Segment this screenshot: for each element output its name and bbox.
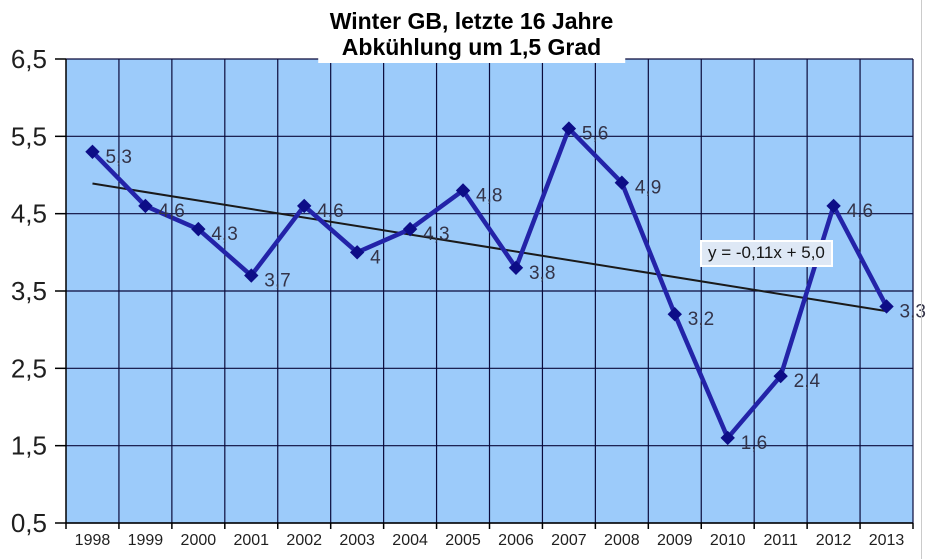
x-axis-label: 2006 [498, 532, 534, 549]
data-point-label: 4,9 [635, 178, 661, 199]
x-axis-label: 2008 [604, 532, 640, 549]
y-axis-label: 5,5 [11, 121, 47, 151]
x-axis-label: 2002 [286, 532, 322, 549]
data-point-label: 2,4 [794, 371, 821, 392]
x-axis-label: 2011 [763, 532, 798, 549]
data-point-label: 4,6 [158, 201, 184, 222]
x-axis-label: 1999 [128, 532, 164, 549]
data-point-label: 3,7 [264, 271, 290, 292]
y-axis-label: 2,5 [11, 353, 47, 383]
data-point-label: 3,3 [900, 301, 926, 322]
data-point-label: 3,2 [688, 309, 714, 330]
data-point-label: 4,3 [211, 224, 237, 245]
trend-line [92, 182, 887, 313]
x-axis-label: 2000 [181, 532, 217, 549]
chart-title-line1: Winter GB, letzte 16 Jahre [329, 8, 614, 34]
x-axis-label: 2001 [233, 532, 269, 549]
chart-title-line2: Abkühlung um 1,5 Grad [341, 34, 602, 60]
y-axis-label: 1,5 [11, 431, 47, 461]
data-point-label: 1,6 [741, 433, 767, 454]
x-axis-label: 2012 [816, 532, 852, 549]
data-point-marker [773, 368, 788, 384]
data-point-marker [508, 260, 524, 275]
data-point-marker [349, 245, 365, 260]
x-axis-label: 2010 [710, 532, 746, 549]
x-axis-label: 2005 [445, 532, 481, 549]
data-point-marker [826, 198, 841, 214]
data-point-label: 3,8 [529, 263, 555, 284]
data-point-marker [297, 198, 312, 214]
data-point-label: 4,6 [317, 201, 343, 222]
data-point-marker [720, 430, 735, 446]
x-axis-label: 2004 [392, 532, 428, 549]
data-point-marker [561, 121, 577, 136]
chart-frame-edge [921, 0, 922, 559]
x-axis-label: 2013 [869, 532, 905, 549]
data-point-marker [402, 221, 418, 237]
x-axis-label: 2003 [339, 532, 375, 549]
y-axis-label: 4,5 [11, 199, 47, 229]
data-point-marker [85, 144, 100, 159]
data-point-label: 4,8 [476, 185, 502, 206]
series-line [90, 124, 889, 443]
data-point-marker [191, 221, 206, 237]
y-axis-label: 3,5 [11, 276, 47, 306]
y-axis-label: 0,5 [11, 508, 47, 538]
data-point-marker [455, 183, 471, 198]
data-point-label: 5,3 [105, 147, 131, 168]
x-axis-label: 2009 [657, 532, 693, 549]
data-point-marker [614, 175, 630, 190]
chart-title: Winter GB, letzte 16 Jahre Abkühlung um … [317, 6, 626, 63]
data-point-marker [667, 307, 682, 322]
data-point-marker [879, 299, 894, 314]
data-point-label: 5,6 [582, 124, 608, 145]
data-point-label: 4,3 [423, 224, 449, 245]
data-point-label: 4,6 [847, 201, 873, 222]
x-axis-label: 1998 [75, 532, 111, 549]
data-point-label: 4 [370, 247, 381, 268]
data-point-marker [244, 268, 259, 283]
trendline-equation-label: y = -0,11x + 5,0 [700, 240, 833, 267]
data-point-marker [138, 198, 153, 214]
x-axis-label: 2007 [551, 532, 587, 549]
y-axis-label: 6,5 [11, 44, 47, 74]
